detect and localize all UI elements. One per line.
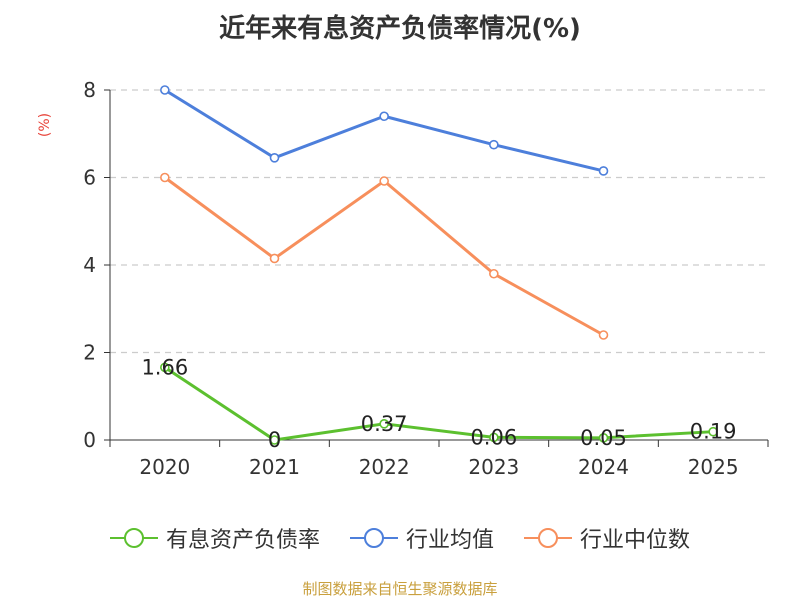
point-s2-2021 [269,253,280,264]
point-s2-2020 [160,172,170,183]
data-label-2020: 1.66 [141,355,188,379]
data-source-note: 制图数据来自恒生聚源数据库 [302,580,498,598]
y-tick-label-8: 8 [83,78,96,102]
legend-swatch-industry-median [524,528,572,548]
legend-item-debt-ratio[interactable]: 有息资产负债率 [109,522,320,554]
x-tick-label-2020: 2020 [139,455,190,479]
x-tick-label-2021: 2021 [249,455,300,479]
x-tick-label-2022: 2022 [359,455,410,479]
y-tick-label-4: 4 [83,253,96,277]
data-label-2022: 0.37 [361,412,408,436]
point-s1-2024 [598,166,609,176]
legend-label-industry-mean: 行业均值 [405,528,494,553]
legend-item-industry-median[interactable]: 行业中位数 [524,522,690,554]
point-s1-2021 [269,153,280,163]
x-tick-label-2023: 2023 [468,455,519,479]
point-s2-2023 [489,268,499,279]
series-line-2 [163,176,605,337]
point-s1-2022 [379,111,389,122]
x-tick-label-2024: 2024 [578,455,629,479]
point-s0-2022 [379,419,389,429]
legend-label-industry-median: 行业中位数 [580,528,691,553]
legend: 有息资产负债率 行业均值 行业中位数 [0,520,800,556]
data-label-2021: 0 [268,428,281,452]
point-s1-2020 [160,85,170,95]
x-tick-label-2025: 2025 [688,455,739,479]
point-s0-2021 [269,435,280,445]
chart-title: 近年来有息资产负债率情况(%) [219,14,581,44]
legend-label-debt-ratio: 有息资产负债率 [165,528,320,553]
legend-swatch-debt-ratio [109,528,158,548]
point-s2-2022 [379,176,389,186]
line-chart: 0 2 4 6 8 2020 2021 2022 2023 2024 2025 1.66 0 0.37 0.… [83,78,769,479]
data-label-2025: 0.19 [690,420,737,444]
y-tick-label-0: 0 [83,428,96,452]
series-line-1 [164,88,604,173]
series-line-0 [164,366,714,442]
point-s1-2023 [489,139,499,150]
data-label-2023: 0.06 [470,425,517,449]
y-tick-label-2: 2 [83,341,96,365]
point-s0-2025 [708,426,718,437]
legend-swatch-industry-mean [349,528,398,548]
legend-item-industry-mean[interactable]: 行业均值 [349,522,494,554]
point-s0-2024 [598,433,609,443]
y-tick-label-6: 6 [83,166,96,190]
point-s0-2020 [160,362,170,373]
data-label-2024: 0.05 [580,426,627,450]
point-s2-2024 [598,330,609,340]
point-s0-2023 [489,432,499,443]
